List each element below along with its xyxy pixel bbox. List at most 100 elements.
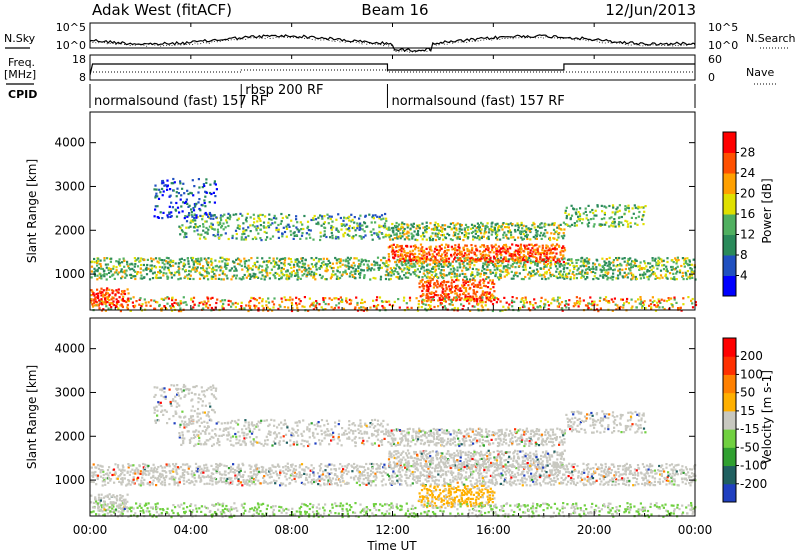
heatmap-cell (153, 188, 155, 190)
heatmap-cell (457, 482, 459, 484)
heatmap-cell (443, 480, 445, 482)
heatmap-cell (451, 246, 453, 248)
heatmap-cell (301, 271, 303, 273)
heatmap-cell (320, 235, 322, 237)
heatmap-cell (156, 189, 158, 191)
heatmap-cell (226, 258, 228, 260)
heatmap-cell (218, 237, 220, 239)
heatmap-cell (152, 483, 154, 485)
heatmap-cell (649, 262, 651, 264)
heatmap-cell (299, 238, 301, 240)
heatmap-cell (437, 299, 439, 301)
heatmap-cell (239, 263, 241, 265)
heatmap-cell (263, 307, 265, 309)
heatmap-cell (636, 278, 638, 280)
heatmap-cell (262, 274, 264, 276)
heatmap-cell (265, 300, 267, 302)
heatmap-cell (214, 235, 216, 237)
colorbar-tick-label: 24 (740, 166, 755, 180)
heatmap-cell (457, 307, 459, 309)
heatmap-cell (645, 205, 647, 207)
heatmap-cell (669, 272, 671, 274)
heatmap-cell (237, 466, 239, 468)
heatmap-cell (296, 473, 298, 475)
heatmap-cell (405, 257, 407, 259)
heatmap-cell (165, 272, 167, 274)
freq-label-2: [MHz] (4, 68, 36, 81)
heatmap-cell (354, 216, 356, 218)
heatmap-cell (500, 254, 502, 256)
heatmap-cell (556, 227, 558, 229)
heatmap-cell (208, 470, 210, 472)
heatmap-cell (104, 480, 106, 482)
heatmap-cell (210, 260, 212, 262)
heatmap-cell (331, 221, 333, 223)
heatmap-cell (472, 227, 474, 229)
heatmap-cell (110, 258, 112, 260)
heatmap-cell (529, 267, 531, 269)
heatmap-cell (442, 470, 444, 472)
heatmap-cell (289, 296, 291, 298)
heatmap-cell (312, 217, 314, 219)
heatmap-cell (171, 297, 173, 299)
heatmap-cell (691, 277, 693, 279)
heatmap-cell (359, 215, 361, 217)
heatmap-cell (663, 260, 665, 262)
heatmap-cell (386, 269, 388, 271)
heatmap-cell (351, 470, 353, 472)
heatmap-cell (596, 304, 598, 306)
heatmap-cell (588, 266, 590, 268)
heatmap-cell (413, 476, 415, 478)
heatmap-cell (121, 471, 123, 473)
heatmap-cell (192, 219, 194, 221)
heatmap-cell (655, 275, 657, 277)
heatmap-cell (636, 306, 638, 308)
heatmap-cell (394, 472, 396, 474)
heatmap-cell (319, 484, 321, 486)
heatmap-cell (278, 278, 280, 280)
heatmap-cell (332, 274, 334, 276)
heatmap-cell (666, 268, 668, 270)
heatmap-cell (399, 235, 401, 237)
heatmap-cell (311, 271, 313, 273)
heatmap-cell (306, 232, 308, 234)
heatmap-cell (266, 232, 268, 234)
heatmap-cell (455, 279, 457, 281)
heatmap-cell (533, 261, 535, 263)
heatmap-cell (184, 469, 186, 471)
heatmap-cell (290, 258, 292, 260)
heatmap-cell (254, 273, 256, 275)
heatmap-cell (166, 189, 168, 191)
heatmap-cell (439, 237, 441, 239)
colorbar-swatch (723, 255, 736, 276)
heatmap-cell (593, 268, 595, 270)
heatmap-cell (444, 298, 446, 300)
heatmap-cell (183, 236, 185, 238)
heatmap-cell (568, 272, 570, 274)
power-cbar-label: Power [dB] (760, 178, 774, 243)
heatmap-cell (108, 267, 110, 269)
heatmap-cell (312, 266, 314, 268)
noise-left-tick-bottom: 10^0 (56, 39, 86, 52)
heatmap-cell (406, 233, 408, 235)
heatmap-cell (178, 211, 180, 213)
heatmap-cell (348, 262, 350, 264)
heatmap-cell (250, 230, 252, 232)
heatmap-cell (576, 277, 578, 279)
heatmap-cell (352, 219, 354, 221)
heatmap-cell (348, 266, 350, 268)
heatmap-cell (241, 269, 243, 271)
heatmap-cell (536, 234, 538, 236)
heatmap-cell (466, 245, 468, 247)
heatmap-cell (170, 202, 172, 204)
heatmap-cell (260, 229, 262, 231)
heatmap-cell (372, 228, 374, 230)
heatmap-cell (493, 251, 495, 253)
heatmap-cell (291, 473, 293, 475)
heatmap-cell (197, 201, 199, 203)
heatmap-cell (240, 305, 242, 307)
y-tick-label: 3000 (54, 179, 85, 193)
heatmap-cell (390, 235, 392, 237)
heatmap-cell (184, 217, 186, 219)
heatmap-cell (157, 466, 159, 468)
